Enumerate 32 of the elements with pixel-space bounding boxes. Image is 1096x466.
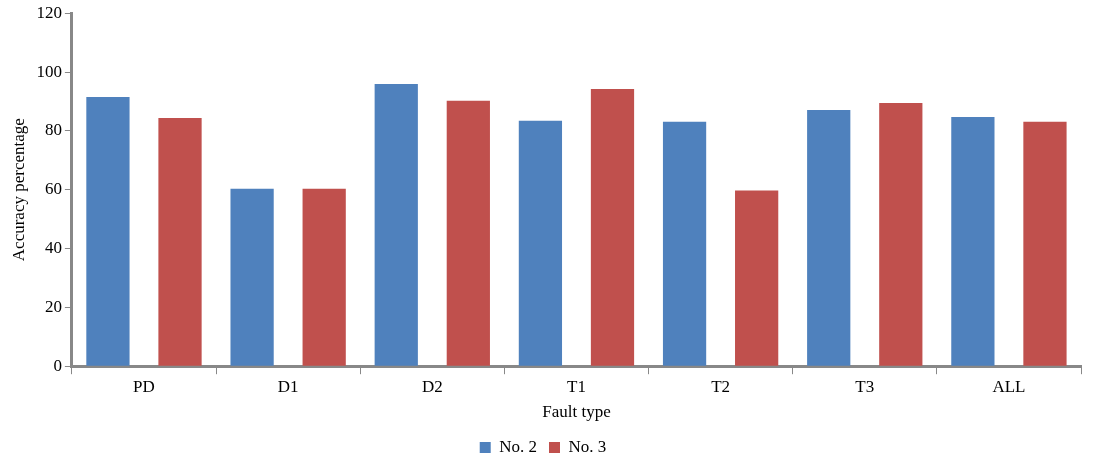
x-tick-label: T2 [711,376,731,396]
bar [735,190,779,366]
bar [807,109,851,366]
bar [302,188,346,366]
bar [879,102,923,366]
legend-label: No. 3 [568,436,607,456]
x-tick-label: ALL [992,376,1026,396]
bar [158,117,202,366]
y-tick-label: 40 [44,238,62,257]
y-tick-label: 100 [36,61,62,81]
x-axis-title: Fault type [542,402,611,422]
x-tick-label: D2 [421,376,443,396]
bar [1023,121,1067,366]
bar [374,84,418,366]
y-tick-label: 0 [53,355,62,375]
bar [590,89,635,366]
y-tick-label: 80 [44,120,62,140]
y-tick-label: 60 [44,179,62,199]
x-tick-label: D1 [277,376,299,396]
bar [951,117,995,366]
y-axis-title: Accuracy percentage [8,118,28,262]
y-tick-label: 20 [44,296,62,316]
bar [86,97,130,366]
bar [230,188,274,366]
x-tick-label: T1 [567,376,586,396]
bar [446,100,490,366]
legend-label: No. 2 [499,436,537,456]
bar [662,121,707,366]
y-tick-label: 120 [36,2,62,22]
x-tick-label: T3 [855,376,875,396]
x-tick-label: PD [133,376,155,396]
bar [518,120,563,366]
